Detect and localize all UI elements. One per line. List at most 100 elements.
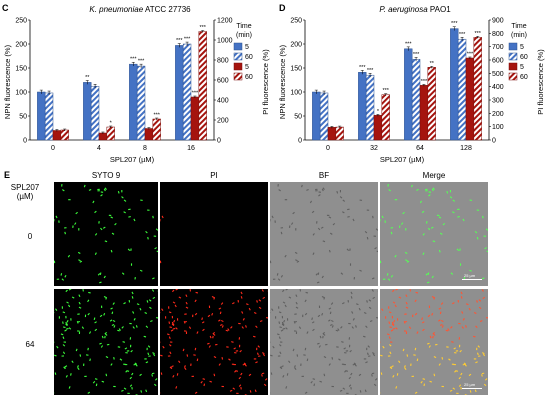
- cell: [178, 296, 182, 299]
- cell: [367, 345, 370, 348]
- cell: [263, 383, 267, 387]
- chart-c: C K. pneumoniae ATCC 27736 0501001502002…: [2, 3, 270, 164]
- cell: [276, 273, 279, 276]
- legend-swatch: [233, 52, 243, 61]
- legend-label: 5: [520, 64, 524, 71]
- cell: [121, 389, 124, 392]
- cell: [92, 200, 95, 204]
- cell: [438, 216, 442, 219]
- cell: [405, 294, 408, 298]
- cell: [99, 272, 102, 276]
- cell: [374, 247, 377, 250]
- cell: [431, 312, 434, 316]
- cell: [317, 314, 321, 318]
- cell: [238, 322, 241, 325]
- cell: [373, 235, 377, 237]
- cell: [403, 365, 406, 368]
- cell: [460, 372, 463, 376]
- cell: [111, 232, 115, 235]
- cell: [404, 367, 407, 371]
- cell: [364, 389, 367, 393]
- cell: [100, 194, 103, 197]
- cell: [140, 199, 143, 201]
- cell: [465, 325, 467, 328]
- cell: [211, 296, 215, 298]
- cell: [389, 344, 392, 347]
- cell: [71, 296, 75, 299]
- cell: [229, 389, 233, 392]
- cell: [428, 305, 431, 309]
- cell: [104, 335, 106, 339]
- cell: [469, 269, 472, 272]
- cell: [211, 312, 214, 316]
- cell: [312, 233, 315, 236]
- cell: [369, 320, 373, 323]
- cell: [324, 343, 328, 346]
- cell: [151, 374, 154, 377]
- cell: [317, 227, 321, 231]
- cell: [457, 208, 460, 211]
- cell: [427, 314, 431, 318]
- cell: [483, 235, 487, 237]
- cell: [408, 326, 412, 329]
- cell: [425, 190, 428, 192]
- cell: [365, 325, 368, 328]
- cell: [169, 366, 173, 370]
- cell: [349, 263, 352, 266]
- cell: [477, 345, 480, 348]
- bar: [404, 48, 413, 141]
- col-header-merge: Merge: [422, 171, 446, 180]
- cell: [449, 196, 453, 199]
- cell: [105, 296, 108, 300]
- cell: [64, 227, 67, 229]
- cell: [469, 390, 472, 393]
- cell: [127, 248, 131, 251]
- cell: [398, 296, 402, 299]
- tick-label-right: 1200: [217, 18, 233, 25]
- cell: [482, 353, 486, 357]
- cell: [125, 370, 128, 373]
- tick-label-right: 300: [492, 98, 504, 105]
- cell: [426, 221, 428, 224]
- cell: [364, 230, 368, 234]
- cell: [277, 184, 279, 187]
- cell: [458, 376, 462, 380]
- cell: [68, 289, 72, 291]
- cell: [54, 260, 56, 264]
- cell: [414, 299, 417, 303]
- cell: [207, 314, 211, 318]
- cell: [182, 348, 185, 352]
- significance-label: ***: [421, 79, 428, 85]
- category-label: 32: [370, 145, 378, 152]
- cell: [100, 191, 104, 193]
- cell: [473, 311, 477, 315]
- chart-title-d: P. aeruginosa PAO1: [379, 5, 451, 14]
- cell: [384, 220, 386, 223]
- cell: [129, 322, 132, 325]
- micrograph-pi-64: [160, 289, 268, 395]
- cell: [446, 346, 449, 348]
- cell: [161, 308, 164, 311]
- cell: [98, 221, 100, 224]
- y-axis-label-right-c: PI fluorescence (%): [261, 49, 270, 115]
- cell: [172, 301, 176, 304]
- cell: [486, 317, 488, 319]
- bar: [465, 57, 475, 141]
- cell: [131, 387, 133, 390]
- cell: [226, 346, 229, 348]
- cell: [183, 330, 187, 332]
- cell: [395, 289, 399, 291]
- cell: [102, 226, 106, 229]
- cell: [272, 278, 276, 280]
- cell: [365, 361, 368, 364]
- cell: [84, 314, 87, 318]
- tick-label-right: 800: [492, 31, 504, 38]
- cell: [93, 317, 96, 321]
- cell: [464, 364, 467, 367]
- cell: [329, 232, 333, 235]
- cell: [77, 367, 80, 371]
- cell: [97, 188, 100, 191]
- cell: [315, 188, 318, 191]
- cell: [256, 347, 258, 351]
- cell: [482, 296, 486, 300]
